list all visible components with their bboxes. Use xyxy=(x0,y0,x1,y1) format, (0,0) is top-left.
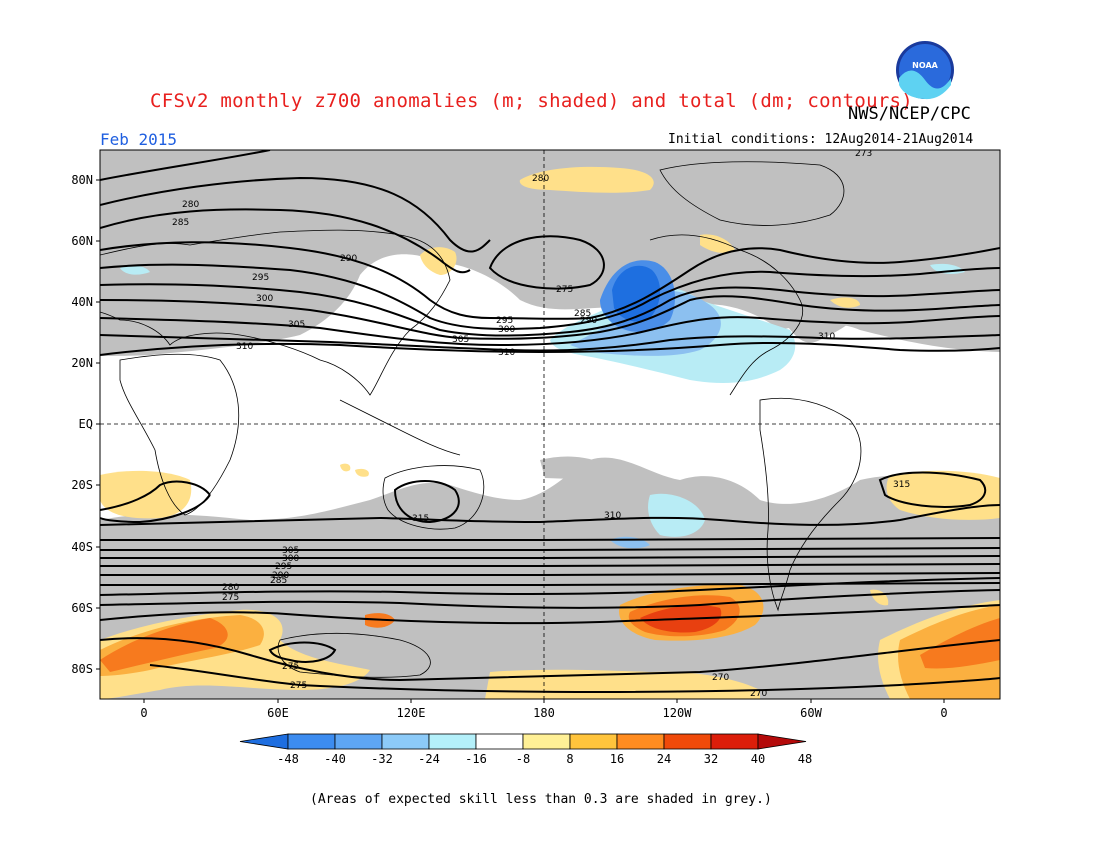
contour-label: 315 xyxy=(412,514,429,524)
contour-label: 305 xyxy=(452,335,469,345)
contour-label: 285 xyxy=(270,576,287,586)
skill-caption: (Areas of expected skill less than 0.3 a… xyxy=(310,792,772,807)
colorbar-tick-label: -16 xyxy=(465,752,487,766)
contour-label: 290 xyxy=(272,571,289,581)
colorbar-swatch xyxy=(569,733,618,750)
axis-ticks xyxy=(96,179,945,703)
colorbar-tick-label: 48 xyxy=(798,752,812,766)
initial-conditions: Initial conditions: 12Aug2014-21Aug2014 xyxy=(668,132,974,147)
lat-label: 40N xyxy=(71,295,93,309)
colorbar-tick-label: 32 xyxy=(704,752,718,766)
colorbar-swatch xyxy=(287,733,336,750)
contour-label: 275 xyxy=(556,285,573,295)
colorbar-swatch xyxy=(522,733,571,750)
contour-label: 295 xyxy=(275,562,292,572)
contour-label: 290 xyxy=(340,254,357,264)
contour-label: 295 xyxy=(496,316,513,326)
lat-label: 80S xyxy=(71,662,93,676)
colorbar-tick-label: 40 xyxy=(751,752,765,766)
lon-label: 120E xyxy=(397,706,426,720)
colorbar: -48 -40 -32 -24 -16 -8 8 16 24 32 40 48 xyxy=(239,733,812,766)
map-panel: 280 285 290 295 300 305 310 275 280 285 … xyxy=(100,149,1000,699)
contour-label: 285 xyxy=(574,309,591,319)
contour-labels: 280 285 290 295 300 305 310 275 280 285 … xyxy=(172,149,910,699)
contour-label: 270 xyxy=(750,689,767,699)
colorbar-swatch xyxy=(475,733,524,750)
lat-label: 20S xyxy=(71,478,93,492)
lon-label: 60E xyxy=(267,706,289,720)
colorbar-swatch xyxy=(663,733,712,750)
longitude-labels: 0 60E 120E 180 120W 60W 0 xyxy=(140,706,947,720)
noaa-logo: NOAA xyxy=(896,41,954,100)
lat-label: 60N xyxy=(71,234,93,248)
low-skill-grey-shading xyxy=(100,150,1000,699)
colorbar-tick-label: 8 xyxy=(566,752,573,766)
contour-label: 315 xyxy=(893,480,910,490)
colorbar-tick-label: 24 xyxy=(657,752,671,766)
colorbar-swatch xyxy=(616,733,665,750)
colorbar-swatch xyxy=(334,733,383,750)
lat-label: 80N xyxy=(71,173,93,187)
contour-label: 310 xyxy=(604,511,621,521)
colorbar-tick-label: 16 xyxy=(610,752,624,766)
contour-label: 280 xyxy=(222,583,239,593)
colorbar-swatch xyxy=(381,733,430,750)
colorbar-tick-label: -8 xyxy=(516,752,530,766)
colorbar-arrow-right xyxy=(757,733,807,750)
lon-label: 60W xyxy=(800,706,822,720)
colorbar-tick-label: -40 xyxy=(324,752,346,766)
lon-label: 120W xyxy=(663,706,693,720)
contour-label: 305 xyxy=(288,320,305,330)
lat-label: 40S xyxy=(71,540,93,554)
agency-label: NWS/NCEP/CPC xyxy=(848,104,971,124)
height-contours xyxy=(100,150,1000,694)
contour-label: 310 xyxy=(236,342,253,352)
colorbar-swatch xyxy=(710,733,759,750)
lon-label: 0 xyxy=(940,706,947,720)
latitude-labels: 80N 60N 40N 20N EQ 20S 40S 60S 80S xyxy=(71,173,93,676)
contour-label: 310 xyxy=(498,348,515,358)
lat-label: 20N xyxy=(71,356,93,370)
contour-label: 270 xyxy=(712,673,729,683)
contour-label: 275 xyxy=(290,681,307,691)
colorbar-tick-label: -32 xyxy=(371,752,393,766)
forecast-month: Feb 2015 xyxy=(100,130,178,149)
contour-label: 275 xyxy=(222,593,239,603)
contour-label: 310 xyxy=(818,332,835,342)
contour-label: 285 xyxy=(172,218,189,228)
contour-label: 280 xyxy=(182,200,199,210)
colorbar-tick-label: -24 xyxy=(418,752,440,766)
contour-label: 300 xyxy=(256,294,273,304)
contour-label: 295 xyxy=(252,273,269,283)
colorbar-tick-label: -48 xyxy=(277,752,299,766)
noaa-logo-text: NOAA xyxy=(912,61,938,70)
chart-title: CFSv2 monthly z700 anomalies (m; shaded)… xyxy=(150,90,914,112)
lon-label: 180 xyxy=(533,706,555,720)
coastlines xyxy=(100,161,862,678)
lat-label: 60S xyxy=(71,601,93,615)
contour-label: 300 xyxy=(282,554,299,564)
contour-label: 300 xyxy=(498,325,515,335)
contour-label: 305 xyxy=(282,546,299,556)
contour-label: 280 xyxy=(532,174,549,184)
contour-label: 290 xyxy=(580,316,597,326)
lon-label: 0 xyxy=(140,706,147,720)
colorbar-swatch xyxy=(428,733,477,750)
contour-label: 273 xyxy=(855,149,872,159)
contour-label: 275 xyxy=(282,662,299,672)
colorbar-arrow-left xyxy=(239,733,289,750)
lat-label: EQ xyxy=(79,417,93,431)
